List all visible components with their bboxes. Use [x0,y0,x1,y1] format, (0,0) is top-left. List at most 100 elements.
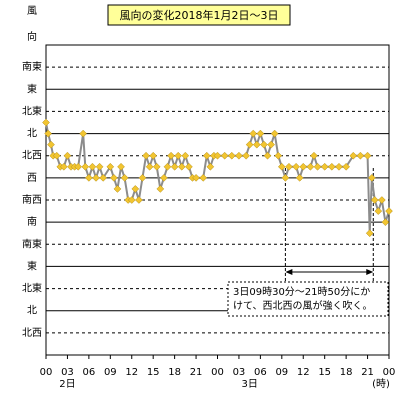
data-point [365,229,374,238]
data-point [374,207,383,215]
data-point [79,129,88,138]
data-point [160,174,168,182]
data-point [106,162,115,171]
data-point [370,196,379,204]
data-point [310,151,318,160]
data-point [131,185,140,193]
data-point [63,151,72,160]
day-label: 3日 [241,379,257,390]
y-tick-label: 北東 [22,104,42,117]
data-point [185,162,193,171]
data-point [245,140,254,149]
data-point [156,185,165,193]
data-point [199,174,208,182]
data-point [220,151,229,160]
data-point [110,174,118,182]
data-point [335,162,343,171]
data-point [52,151,61,160]
arrow-head [285,269,293,275]
day-label: 2日 [59,379,75,390]
annotation-text: 3日09時30分～21時50分にか [233,286,370,298]
chart-title: 風向の変化2018年1月2日～3日 [120,8,279,22]
data-point [213,151,222,160]
data-point [281,174,290,182]
data-point [277,162,286,171]
x-tick-label: 12 [297,367,310,378]
data-point [285,162,293,171]
y-tick-label: 西 [27,173,37,184]
data-point [381,218,390,226]
data-point [88,162,97,171]
x-tick-label: 18 [340,367,353,378]
data-point [81,162,90,171]
data-point [202,151,211,160]
arrow-head [366,269,374,275]
x-tick-label: 03 [61,367,74,378]
x-tick-label: 06 [83,367,96,378]
y-tick-label: 北 [27,305,37,317]
data-point [320,162,329,171]
data-point [363,151,372,160]
data-point [256,129,265,138]
data-point [270,129,279,138]
data-point [260,140,268,149]
y-tick-label: 南東 [22,60,42,73]
data-point [170,162,179,171]
data-point [99,174,108,182]
y-tick-label: 東 [27,82,37,95]
data-point [127,196,136,204]
data-point [306,162,315,171]
data-point [174,151,183,160]
data-point [267,140,275,149]
x-axis-unit: (時) [372,378,390,390]
annotation-text: けて、西北西の風が強く吹く。 [233,299,373,312]
data-point [138,174,147,182]
data-point [60,162,68,171]
y-tick-label: 南東 [22,237,42,250]
y-tick-label: 北西 [22,150,42,162]
data-point [274,151,283,160]
data-point [249,129,258,138]
y-tick-label: 東 [27,259,37,272]
data-point [142,151,150,160]
title-box [107,4,291,26]
x-tick-label: 00 [383,367,396,378]
annotation-box [227,281,389,317]
data-point [95,162,104,171]
data-point [299,162,308,171]
x-tick-label: 15 [318,367,331,378]
x-tick-label: 21 [361,367,374,378]
data-point [342,162,350,171]
data-point [292,162,300,171]
data-point [44,129,52,138]
x-tick-label: 15 [147,367,160,378]
x-tick-label: 00 [40,367,53,378]
y-tick-label: 南 [27,215,37,228]
data-point [152,162,161,171]
data-point [227,151,236,160]
y-axis-label: 向 [27,30,37,43]
data-point [242,151,250,160]
y-axis-label: 風 [27,5,37,17]
x-tick-label: 21 [190,367,203,378]
y-tick-label: 北 [27,128,37,140]
x-tick-label: 00 [211,367,224,378]
x-tick-label: 06 [254,367,267,378]
data-point [120,174,129,182]
data-point [252,140,261,149]
data-point [177,162,186,171]
data-point [117,162,125,171]
data-point [367,174,376,182]
data-point [235,151,243,160]
x-tick-label: 18 [168,367,181,378]
data-point [313,162,322,171]
data-point [327,162,336,171]
x-tick-label: 03 [233,367,246,378]
data-point [74,162,83,171]
data-point [206,162,215,171]
x-tick-label: 12 [125,367,138,378]
data-point [145,162,154,171]
data-point [192,174,200,182]
data-point [263,151,272,160]
